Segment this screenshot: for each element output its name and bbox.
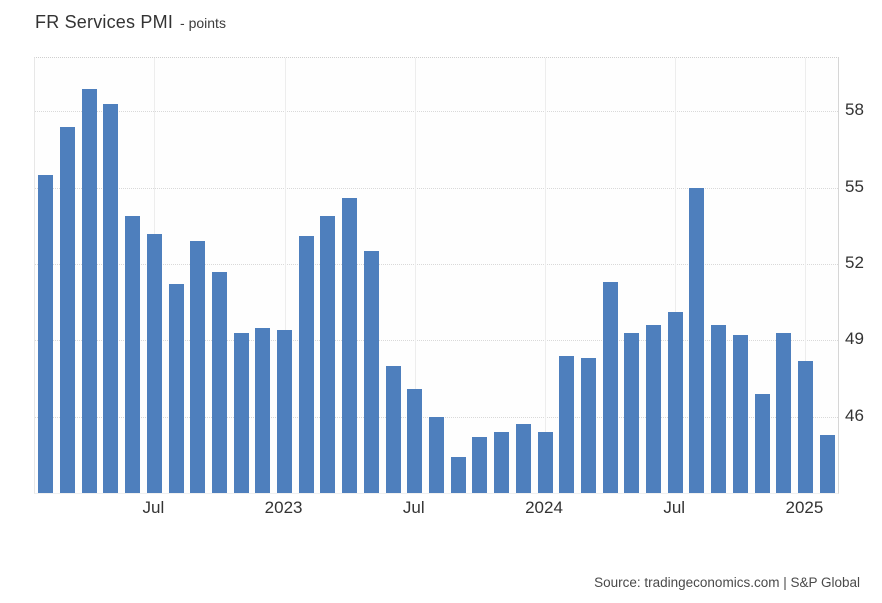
chart-bar[interactable] [819, 434, 835, 493]
chart-bar[interactable] [580, 358, 596, 493]
h-gridline [35, 111, 838, 113]
chart-bar[interactable] [81, 88, 97, 493]
y-tick-label: 49 [845, 329, 864, 349]
chart-bar[interactable] [38, 175, 54, 493]
y-tick-label: 46 [845, 405, 864, 425]
chart-bar[interactable] [646, 325, 662, 493]
chart-bar[interactable] [146, 233, 162, 493]
chart-bar[interactable] [60, 126, 76, 493]
v-gridline [545, 58, 546, 493]
chart-bar[interactable] [797, 360, 813, 493]
chart-bar[interactable] [776, 332, 792, 493]
chart-bar[interactable] [211, 271, 227, 493]
chart-bar[interactable] [385, 365, 401, 493]
chart-bar[interactable] [559, 355, 575, 493]
chart-bar[interactable] [103, 103, 119, 493]
chart-bar[interactable] [233, 332, 249, 493]
y-tick-label: 52 [845, 253, 864, 273]
chart-title: FR Services PMI [35, 12, 174, 32]
v-gridline [675, 58, 677, 493]
chart-bar[interactable] [125, 215, 141, 493]
v-gridline [284, 58, 286, 493]
chart-bar[interactable] [667, 312, 683, 493]
chart-bar[interactable] [363, 251, 379, 493]
h-gridline [35, 264, 838, 266]
y-tick-label: 55 [845, 176, 864, 196]
y-tick-label: 58 [845, 100, 864, 120]
chart-bar[interactable] [472, 437, 488, 493]
chart-bar[interactable] [754, 393, 770, 493]
plot-area[interactable] [34, 57, 839, 494]
v-gridline [414, 58, 416, 493]
chart-bar[interactable] [168, 284, 184, 493]
chart-bar[interactable] [732, 335, 748, 493]
chart-header: FR Services PMI - points [35, 12, 226, 33]
chart-bar[interactable] [277, 330, 293, 493]
h-gridline [35, 187, 838, 189]
x-tick-label: 2024 [525, 498, 563, 517]
chart-bar[interactable] [255, 327, 271, 493]
chart-bar[interactable] [342, 197, 358, 493]
chart-unit-label: - points [180, 15, 226, 31]
x-tick-label: 2023 [264, 498, 303, 517]
chart-bar[interactable] [689, 187, 705, 493]
chart-bar[interactable] [450, 457, 466, 493]
chart-bar[interactable] [711, 325, 727, 493]
chart-bar[interactable] [298, 236, 314, 493]
chart-bar[interactable] [429, 416, 444, 493]
chart-bar[interactable] [602, 281, 618, 493]
chart-bar[interactable] [515, 424, 531, 493]
chart-bar[interactable] [537, 431, 553, 493]
x-tick-label: 2025 [785, 498, 824, 517]
source-text: Source: tradingeconomics.com | S&P Globa… [594, 575, 860, 590]
x-tick-label: Jul [142, 498, 165, 517]
chart-bar[interactable] [190, 241, 206, 493]
chart-bar[interactable] [494, 431, 510, 493]
h-gridline [35, 340, 838, 342]
v-gridline [805, 58, 807, 493]
x-tick-label: Jul [402, 498, 425, 517]
chart-bar[interactable] [624, 332, 640, 493]
x-tick-label: Jul [663, 498, 686, 517]
chart-bar[interactable] [407, 388, 423, 493]
chart-bar[interactable] [320, 215, 336, 493]
